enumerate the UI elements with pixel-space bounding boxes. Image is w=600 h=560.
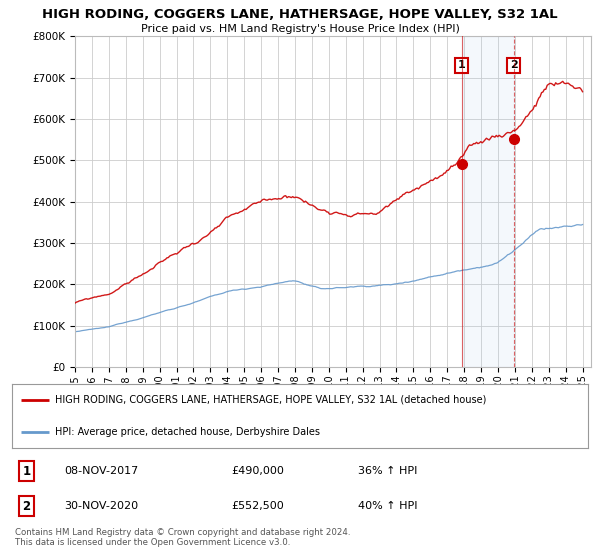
Text: 30-NOV-2020: 30-NOV-2020 bbox=[64, 501, 138, 511]
Text: 1: 1 bbox=[22, 465, 31, 478]
Text: 1: 1 bbox=[458, 60, 466, 71]
Text: 08-NOV-2017: 08-NOV-2017 bbox=[64, 466, 138, 476]
Text: Price paid vs. HM Land Registry's House Price Index (HPI): Price paid vs. HM Land Registry's House … bbox=[140, 24, 460, 34]
Text: 2: 2 bbox=[509, 60, 517, 71]
Text: HIGH RODING, COGGERS LANE, HATHERSAGE, HOPE VALLEY, S32 1AL (detached house): HIGH RODING, COGGERS LANE, HATHERSAGE, H… bbox=[55, 395, 487, 405]
Text: 2: 2 bbox=[22, 500, 31, 512]
Text: £490,000: £490,000 bbox=[231, 466, 284, 476]
Text: HIGH RODING, COGGERS LANE, HATHERSAGE, HOPE VALLEY, S32 1AL: HIGH RODING, COGGERS LANE, HATHERSAGE, H… bbox=[42, 8, 558, 21]
Text: HPI: Average price, detached house, Derbyshire Dales: HPI: Average price, detached house, Derb… bbox=[55, 427, 320, 437]
Text: £552,500: £552,500 bbox=[231, 501, 284, 511]
Bar bbox=[462, 36, 514, 367]
Text: 36% ↑ HPI: 36% ↑ HPI bbox=[358, 466, 417, 476]
Text: 40% ↑ HPI: 40% ↑ HPI bbox=[358, 501, 417, 511]
Text: Contains HM Land Registry data © Crown copyright and database right 2024.
This d: Contains HM Land Registry data © Crown c… bbox=[15, 528, 350, 547]
